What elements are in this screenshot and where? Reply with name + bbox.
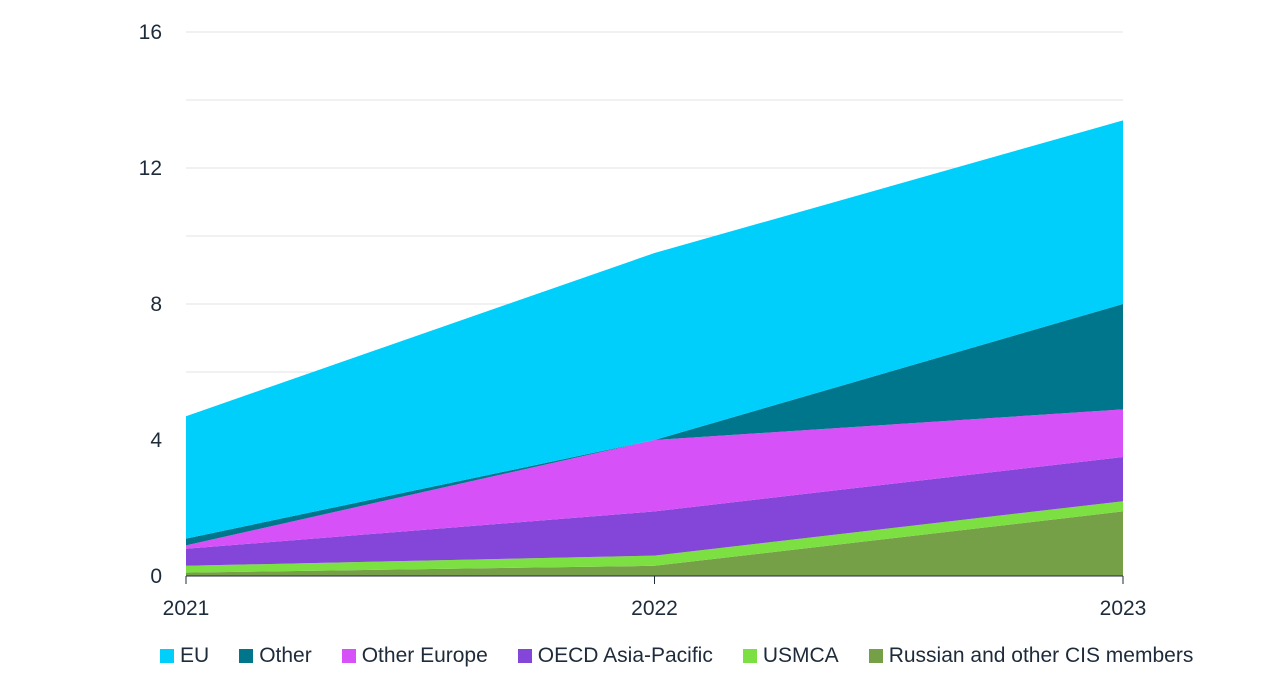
legend-item-other: Other	[239, 644, 312, 668]
y-axis-tick-labels: 0 4 8 12 16	[139, 21, 163, 588]
legend-item-russian-and-other-cis-members: Russian and other CIS members	[868, 644, 1194, 668]
legend-label: OECD Asia-Pacific	[537, 644, 713, 667]
legend-swatch	[742, 649, 757, 663]
legend-label: EU	[180, 644, 210, 667]
legend-swatch	[868, 649, 883, 663]
y-tick-label: 8	[150, 293, 162, 316]
x-tick-label: 2021	[163, 597, 210, 620]
x-tick-label: 2023	[1100, 597, 1147, 620]
legend-swatch	[160, 649, 174, 663]
y-tick-label: 4	[150, 429, 162, 452]
legend-label: Other Europe	[361, 644, 488, 667]
legend: EU Other Other Europe OECD Asia-Pacific USMC…	[160, 641, 1193, 671]
legend-item-usmca: USMCA	[742, 644, 839, 668]
area-series	[186, 120, 1123, 576]
area-other-europe	[186, 409, 1123, 549]
area-eu	[186, 120, 1123, 539]
legend-swatch	[239, 649, 254, 663]
x-tick-label: 2022	[631, 597, 678, 620]
x-axis-tick-labels: 2021 2022 2023	[163, 597, 1147, 620]
y-tick-label: 12	[139, 157, 162, 180]
legend-swatch	[341, 649, 356, 663]
area-russian-and-other-cis-members	[186, 511, 1123, 576]
legend-swatch	[517, 649, 532, 663]
legend-item-oecd-asia-pacific: OECD Asia-Pacific	[517, 644, 713, 668]
legend-label: Other	[259, 644, 312, 667]
y-tick-label: 0	[150, 565, 162, 588]
legend-item-eu: EU	[160, 644, 209, 668]
area-other	[186, 304, 1123, 546]
x-axis	[185, 575, 1124, 584]
legend-label: Russian and other CIS members	[888, 644, 1194, 667]
legend-label: USMCA	[762, 644, 839, 667]
legend-item-other-europe: Other Europe	[341, 644, 488, 668]
y-tick-label: 16	[139, 21, 162, 44]
area-usmca	[186, 501, 1123, 573]
